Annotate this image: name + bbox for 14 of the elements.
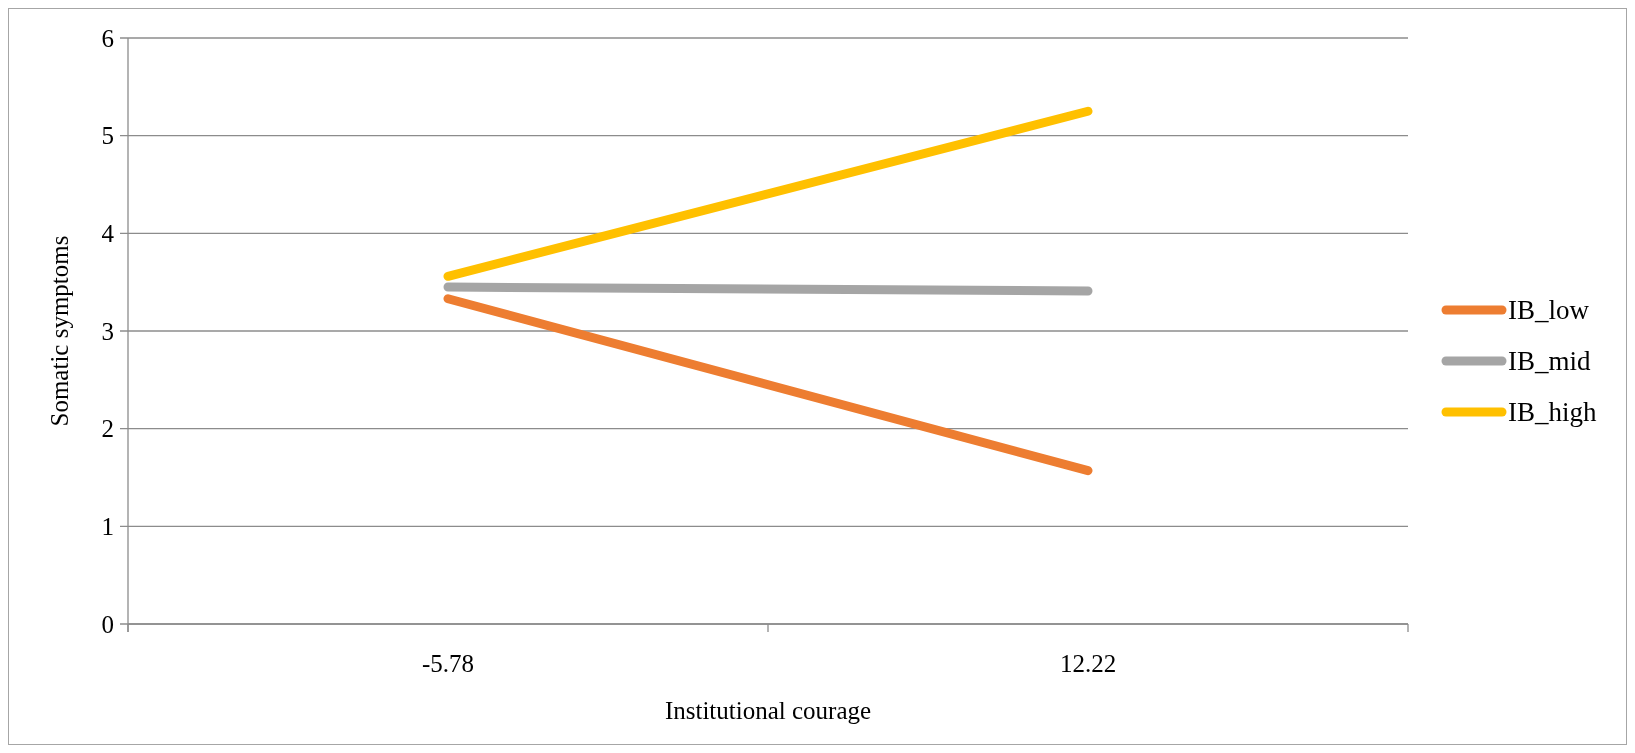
x-tick-label: -5.78 <box>421 650 475 677</box>
x-tick-label: 12.22 <box>1059 650 1117 677</box>
y-tick-label: 0 <box>101 610 114 638</box>
y-tick-label: 2 <box>101 415 114 443</box>
x-axis-title: Institutional courage <box>664 697 872 724</box>
y-axis-title: Somatic symptoms <box>46 235 73 427</box>
y-tick-label: 3 <box>101 317 114 345</box>
legend-label: IB_mid <box>1508 346 1591 377</box>
y-tick-label: 5 <box>101 122 114 150</box>
y-tick-label: 1 <box>101 513 114 541</box>
y-tick-label: 4 <box>101 220 115 248</box>
legend-label: IB_low <box>1508 295 1590 326</box>
y-tick-label: 6 <box>101 24 114 52</box>
legend-label: IB_high <box>1508 397 1597 428</box>
